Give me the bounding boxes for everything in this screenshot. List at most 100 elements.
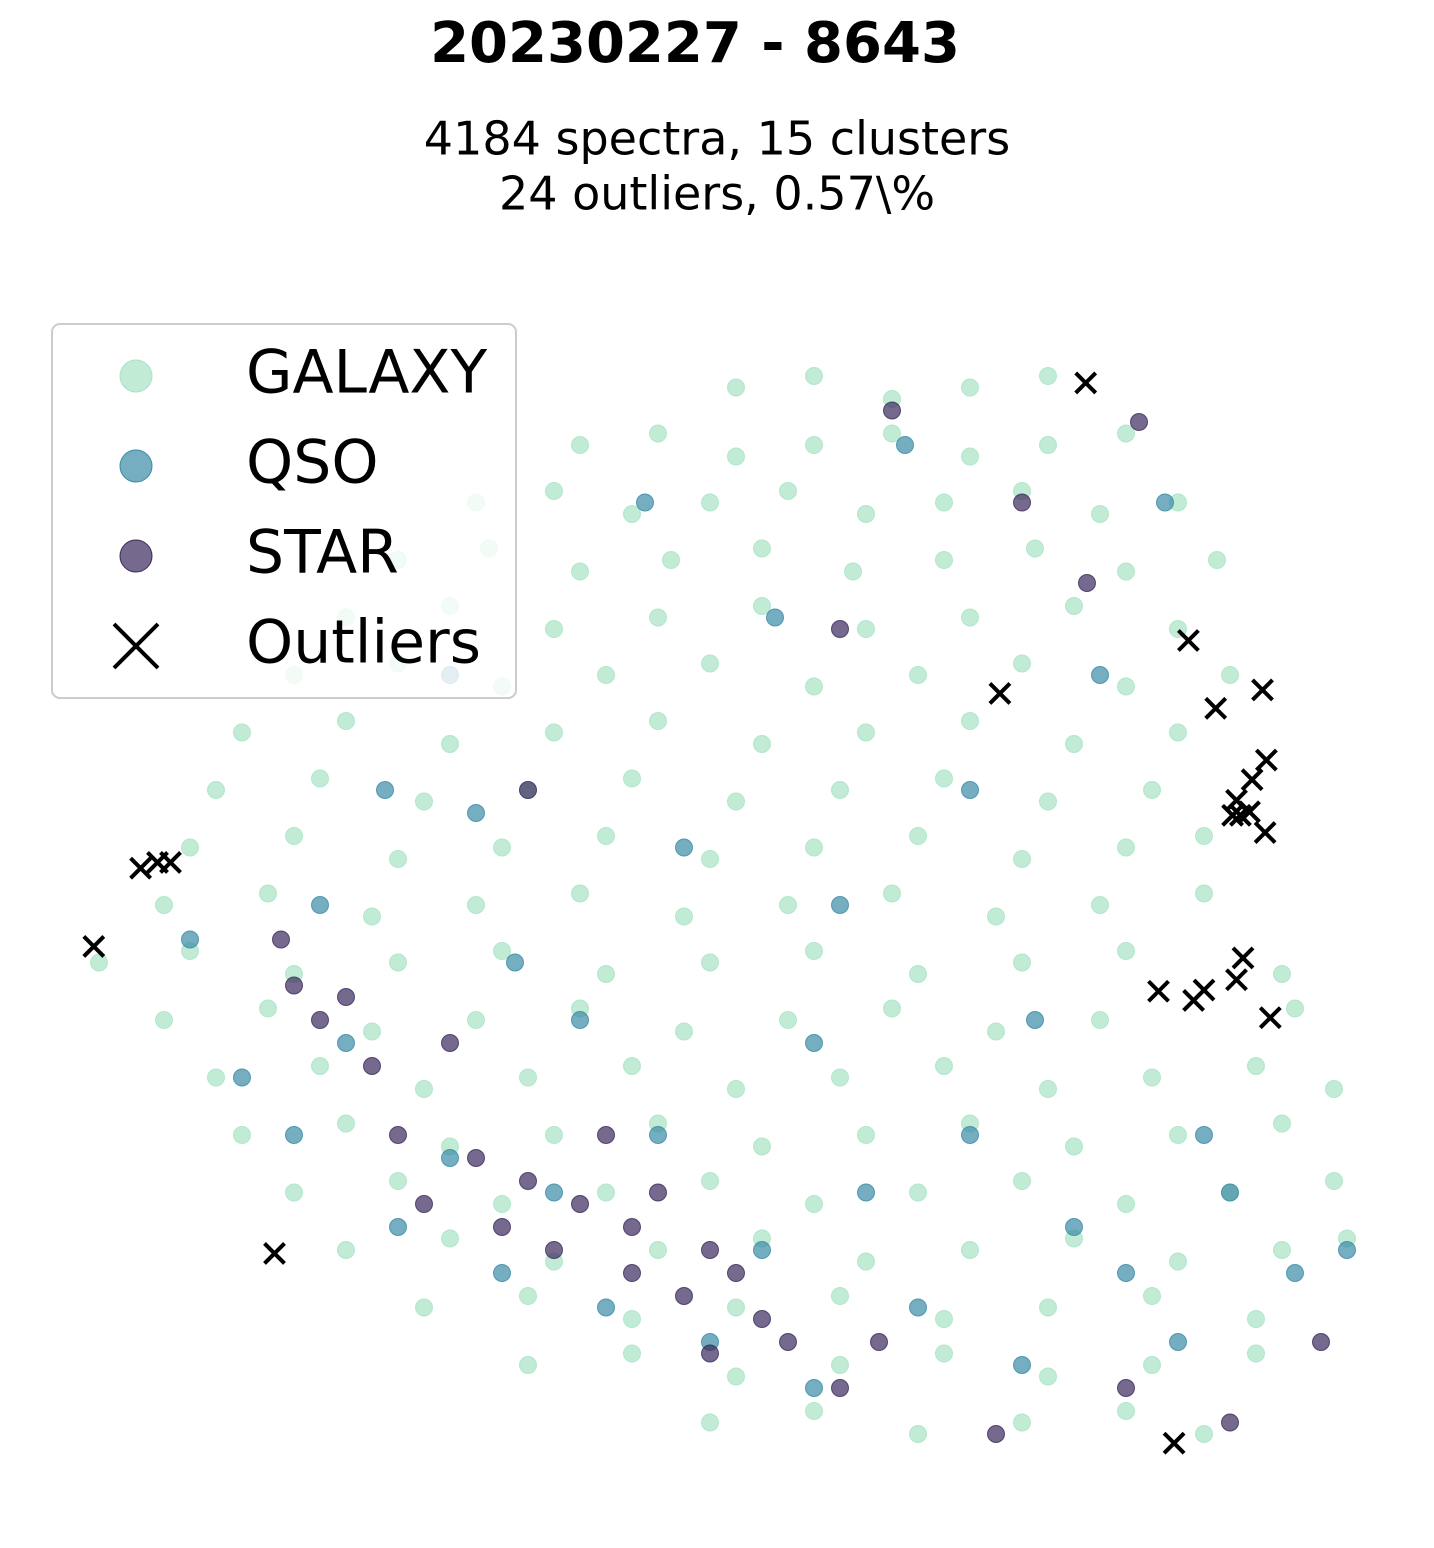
point <box>753 539 771 558</box>
point <box>1117 838 1135 857</box>
point <box>753 597 771 615</box>
point <box>883 424 901 443</box>
point <box>1247 1057 1265 1075</box>
point <box>1013 953 1031 972</box>
point <box>779 1333 797 1351</box>
outlier-marker <box>263 1242 286 1265</box>
point <box>337 1114 355 1133</box>
point <box>987 1022 1005 1041</box>
point <box>1026 539 1044 558</box>
point <box>233 1068 251 1087</box>
point <box>311 1011 329 1029</box>
chart-subtitle: 4184 spectra, 15 clusters <box>424 112 1010 166</box>
point <box>649 424 667 443</box>
point <box>883 884 901 903</box>
point <box>623 1344 641 1363</box>
outlier-marker <box>1254 748 1278 772</box>
point <box>831 1356 849 1374</box>
point <box>961 1241 979 1259</box>
point <box>831 620 849 638</box>
outlier-marker <box>159 851 182 874</box>
point <box>181 930 199 949</box>
point <box>1325 1172 1343 1190</box>
point <box>727 1264 745 1282</box>
point <box>1013 1172 1031 1190</box>
legend-label: STAR <box>246 518 399 588</box>
point <box>1117 1195 1135 1213</box>
point <box>337 712 355 730</box>
legend-marker <box>119 449 153 483</box>
point <box>389 850 407 868</box>
outlier-marker <box>1238 800 1261 824</box>
point <box>389 1126 407 1144</box>
point <box>1221 1413 1239 1432</box>
point <box>909 666 927 684</box>
point <box>1169 723 1187 742</box>
point <box>675 838 693 857</box>
point <box>1039 1367 1057 1386</box>
point <box>857 1126 875 1144</box>
point <box>987 907 1005 926</box>
point <box>389 1218 407 1236</box>
outlier-marker <box>129 856 153 880</box>
point <box>337 988 355 1006</box>
point <box>363 1057 381 1075</box>
outlier-marker <box>1251 678 1274 702</box>
point <box>311 896 329 914</box>
point <box>311 769 329 788</box>
point <box>909 1298 927 1317</box>
point <box>896 436 914 454</box>
outlier-marker <box>1192 978 1216 1002</box>
point <box>1247 1344 1265 1363</box>
point <box>857 620 875 638</box>
legend-label: Outliers <box>246 608 481 678</box>
point <box>623 1218 641 1236</box>
point <box>285 1183 303 1202</box>
point <box>805 1402 823 1420</box>
point <box>545 620 563 638</box>
point <box>883 401 901 420</box>
point <box>805 1195 823 1213</box>
point <box>493 1195 511 1213</box>
point <box>1143 1068 1161 1087</box>
point <box>1091 666 1109 684</box>
point <box>805 677 823 696</box>
point <box>571 562 589 581</box>
point <box>701 850 719 868</box>
point <box>1117 1379 1135 1397</box>
point <box>1273 1114 1291 1133</box>
point <box>805 436 823 454</box>
point <box>1117 424 1135 443</box>
point <box>415 1298 433 1317</box>
point <box>1039 792 1057 811</box>
point <box>675 1287 693 1305</box>
point <box>805 1379 823 1397</box>
point <box>935 1344 953 1363</box>
point <box>857 1183 875 1202</box>
point <box>1221 1183 1239 1202</box>
point <box>701 654 719 673</box>
point <box>90 953 108 972</box>
point <box>1013 1413 1031 1432</box>
point <box>649 1241 667 1259</box>
point <box>1247 1310 1265 1328</box>
point <box>857 1252 875 1271</box>
point <box>857 723 875 742</box>
point <box>1325 1080 1343 1098</box>
legend-marker <box>112 622 160 670</box>
legend: GALAXY QSO STAR Outliers <box>51 323 517 699</box>
point <box>649 1183 667 1202</box>
point <box>285 827 303 845</box>
point <box>1143 1287 1161 1305</box>
point <box>337 1034 355 1052</box>
point <box>1195 1126 1213 1144</box>
outlier-marker <box>1221 803 1245 827</box>
point <box>545 1183 563 1202</box>
point <box>571 1195 589 1213</box>
point <box>961 781 979 799</box>
point <box>909 827 927 845</box>
point <box>415 1080 433 1098</box>
point <box>1195 827 1213 845</box>
point <box>519 1172 537 1190</box>
point <box>493 1264 511 1282</box>
